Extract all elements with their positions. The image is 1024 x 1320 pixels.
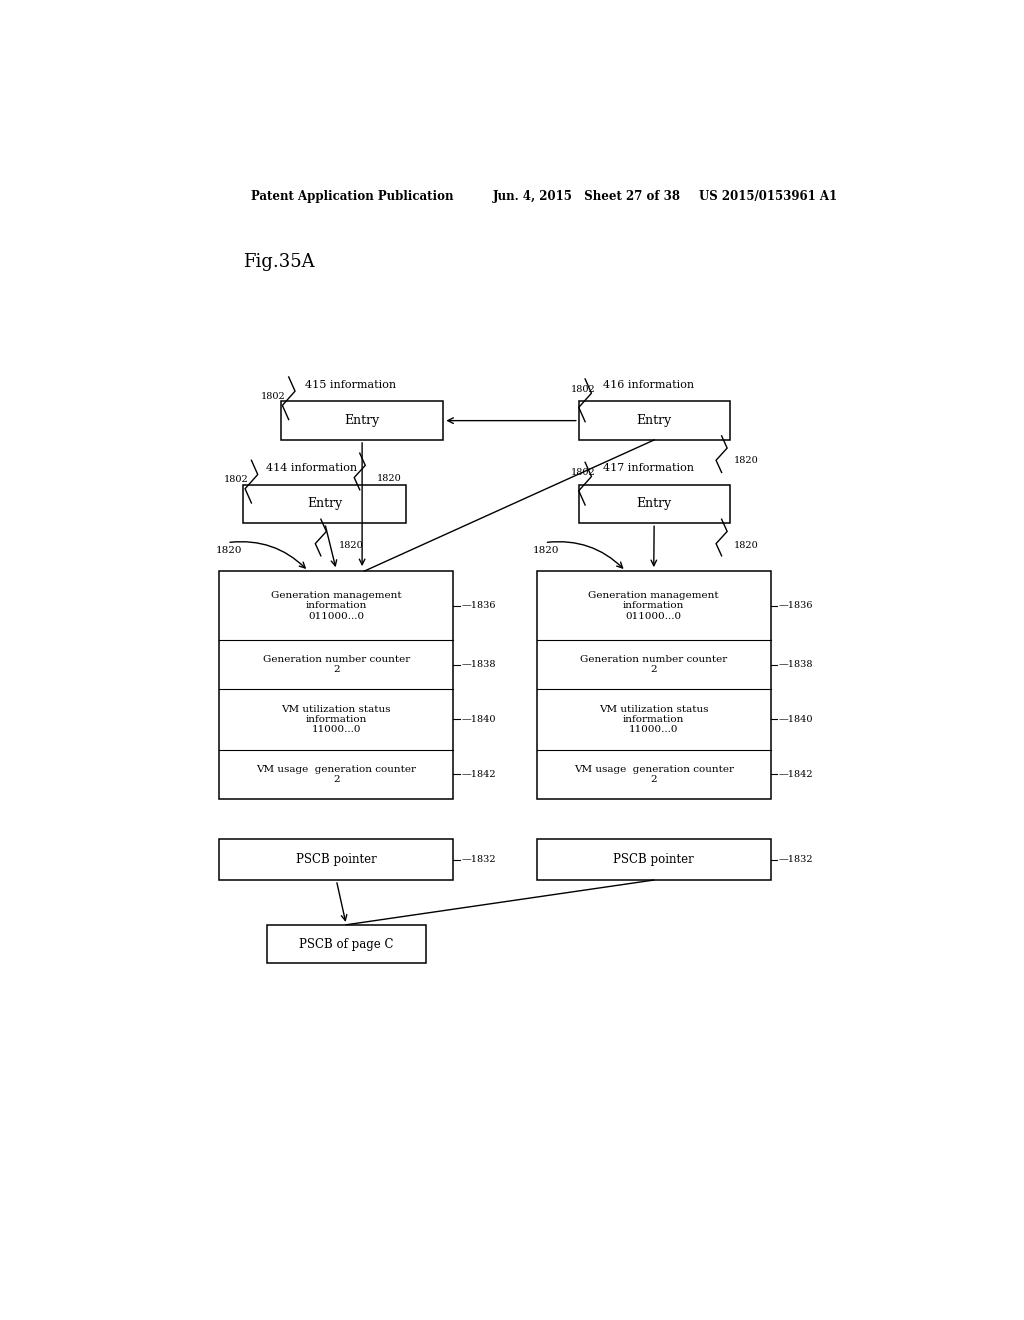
Text: VM utilization status
information
11000...0: VM utilization status information 11000.… [282,705,391,734]
Text: Entry: Entry [344,414,380,428]
FancyBboxPatch shape [219,572,454,799]
Text: Generation number counter
2: Generation number counter 2 [581,655,727,675]
Text: Generation management
information
011000...0: Generation management information 011000… [271,591,401,620]
Text: —1832: —1832 [779,855,813,865]
Text: —1840: —1840 [461,715,496,723]
Text: VM usage  generation counter
2: VM usage generation counter 2 [256,764,417,784]
FancyBboxPatch shape [579,401,729,440]
Text: Generation number counter
2: Generation number counter 2 [263,655,410,675]
Text: —1832: —1832 [461,855,496,865]
Text: Entry: Entry [307,498,342,511]
Text: Patent Application Publication: Patent Application Publication [251,190,454,202]
Text: —1842: —1842 [779,770,813,779]
Text: —1836: —1836 [779,601,813,610]
Text: 1802: 1802 [570,469,596,477]
Text: 1802: 1802 [223,475,249,484]
Text: Entry: Entry [637,414,672,428]
Text: 1802: 1802 [261,392,286,401]
Text: US 2015/0153961 A1: US 2015/0153961 A1 [699,190,838,202]
Text: PSCB of page C: PSCB of page C [299,937,393,950]
Text: 1820: 1820 [532,546,559,556]
Text: 416 information: 416 information [602,380,693,389]
Text: —1838: —1838 [461,660,496,669]
Text: 1820: 1820 [377,474,401,483]
Text: —1836: —1836 [461,601,496,610]
Text: —1842: —1842 [461,770,496,779]
Text: Jun. 4, 2015   Sheet 27 of 38: Jun. 4, 2015 Sheet 27 of 38 [494,190,681,202]
FancyBboxPatch shape [537,840,771,880]
Text: PSCB pointer: PSCB pointer [296,853,377,866]
FancyBboxPatch shape [281,401,443,440]
FancyBboxPatch shape [579,484,729,523]
Text: 417 information: 417 information [602,463,693,474]
FancyBboxPatch shape [267,925,426,964]
Text: 1820: 1820 [733,541,758,550]
Text: 1820: 1820 [733,455,758,465]
Text: 1802: 1802 [570,384,596,393]
Text: 1820: 1820 [215,546,242,556]
Text: Generation management
information
011000...0: Generation management information 011000… [589,591,719,620]
Text: VM utilization status
information
11000...0: VM utilization status information 11000.… [599,705,709,734]
FancyBboxPatch shape [244,484,407,523]
Text: 415 information: 415 information [304,380,395,389]
Text: Entry: Entry [637,498,672,511]
Text: 414 information: 414 information [265,463,356,474]
FancyBboxPatch shape [219,840,454,880]
Text: Fig.35A: Fig.35A [243,253,314,271]
FancyBboxPatch shape [537,572,771,799]
Text: —1838: —1838 [779,660,813,669]
Text: VM usage  generation counter
2: VM usage generation counter 2 [573,764,734,784]
Text: PSCB pointer: PSCB pointer [613,853,694,866]
Text: —1840: —1840 [779,715,813,723]
Text: 1820: 1820 [339,541,364,550]
